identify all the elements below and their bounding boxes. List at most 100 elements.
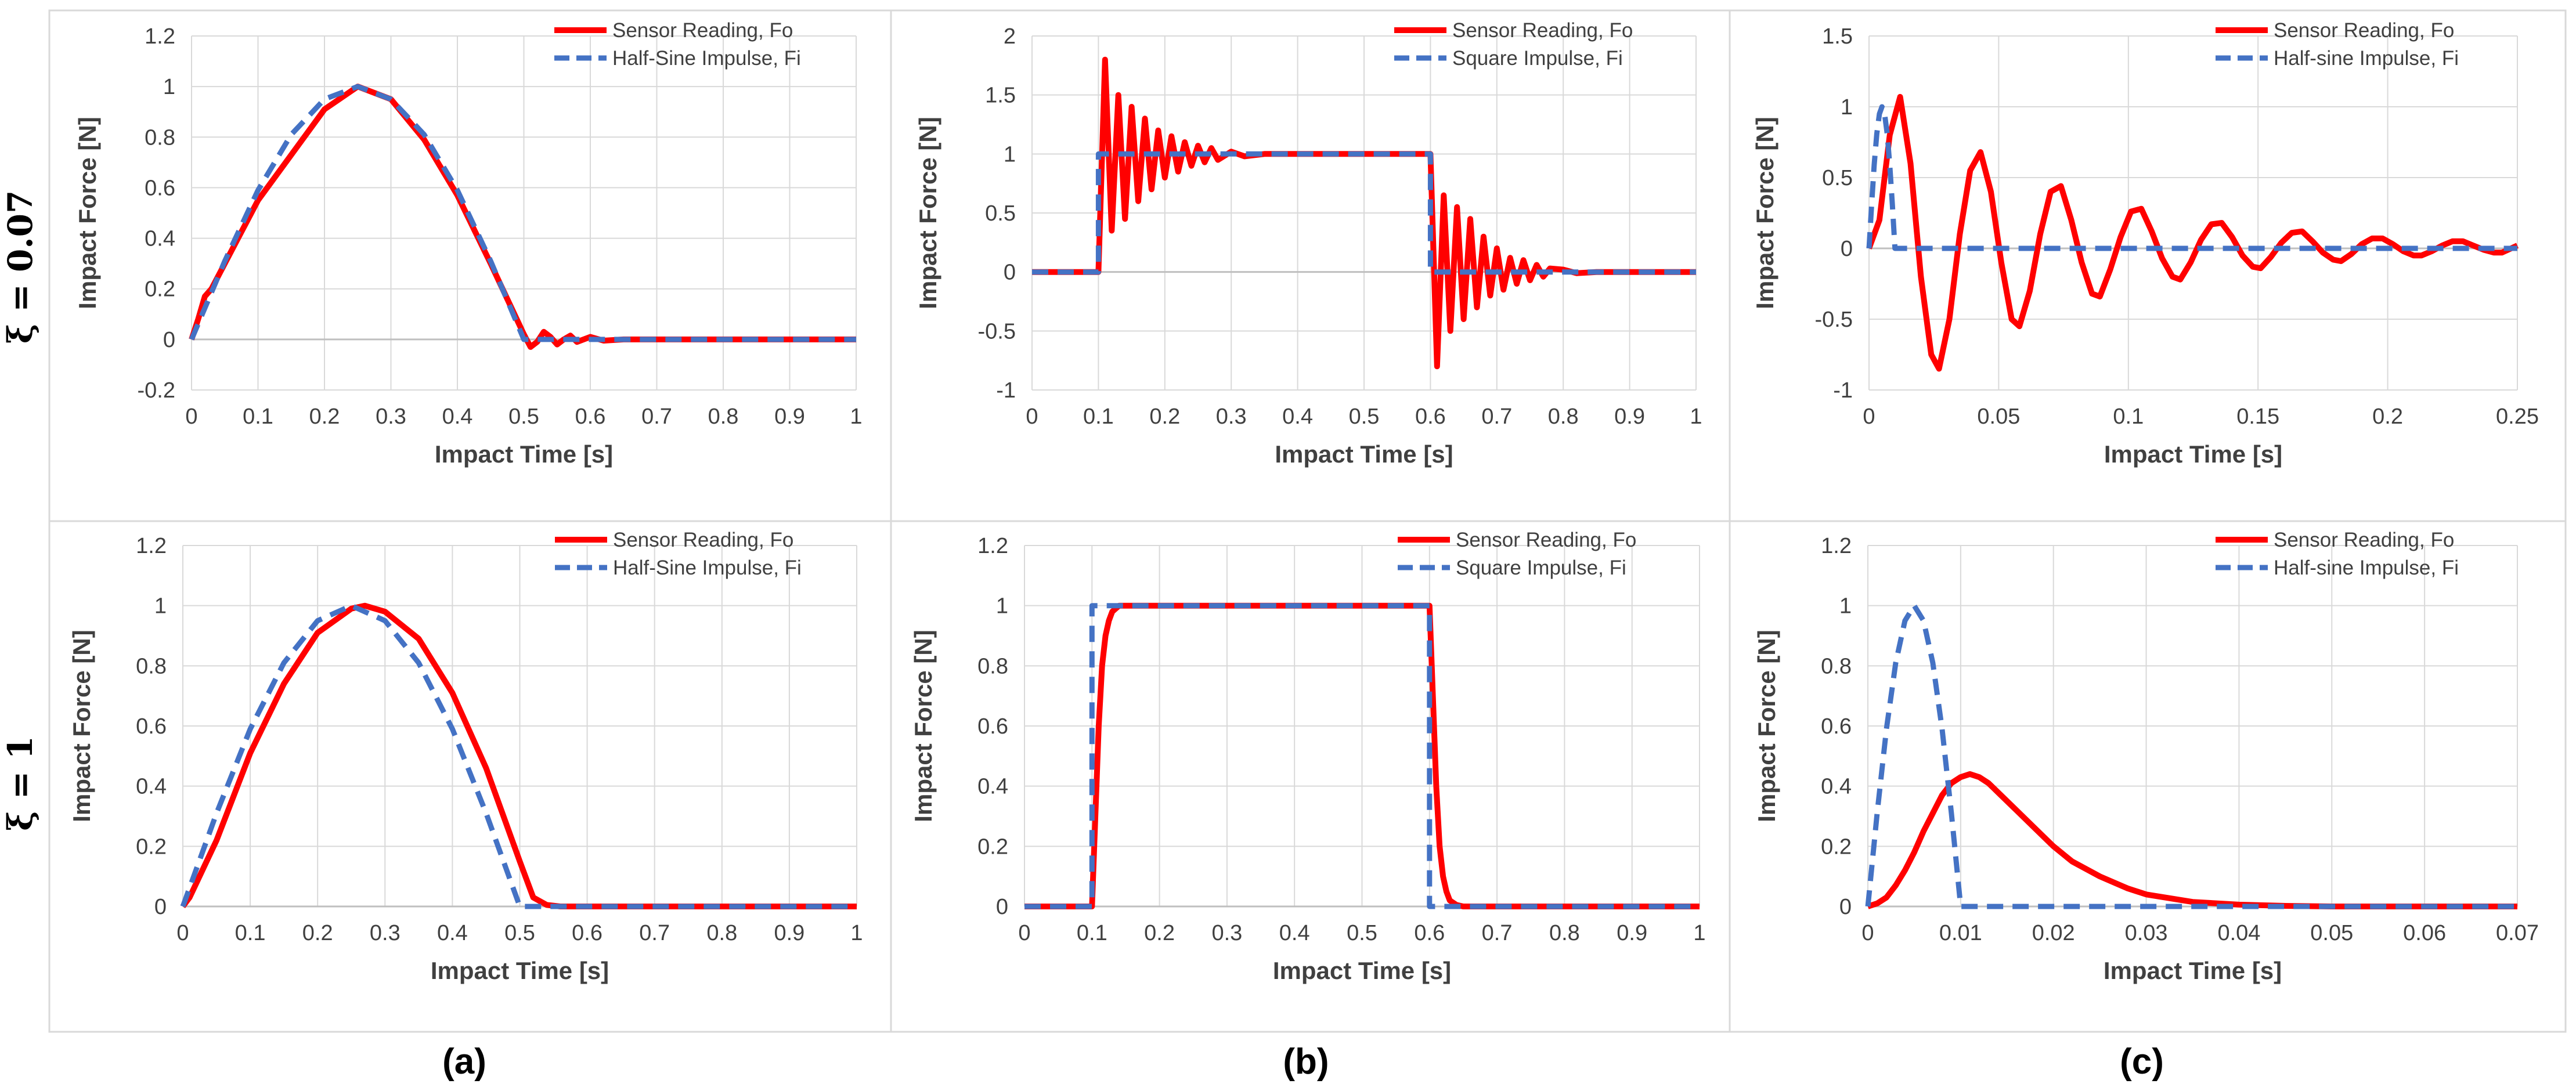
y-tick-label: 1.5 (1822, 24, 1853, 49)
impulse-series-line (1024, 603, 1700, 909)
sensor-series-line (1867, 771, 2517, 909)
legend-label: Sensor Reading, Fo (1456, 529, 1636, 551)
x-tick-label: 0.07 (2496, 921, 2539, 945)
impulse-series-line (1866, 104, 2517, 251)
y-tick-label: 0.4 (1821, 775, 1852, 799)
x-tick-label: 0.6 (1414, 921, 1445, 945)
chart-b2: 0 0.2 0.4 0.6 0.8 1 1.2 0 0.1 0.2 0.3 0.4 0.5 0.6 0.7 0… (890, 520, 1731, 1033)
y-tick-label: 1 (1839, 594, 1852, 619)
x-tick-label: 0.6 (575, 404, 606, 429)
y-tick-label: 1 (154, 594, 167, 619)
x-tick-label: 0.7 (1481, 404, 1512, 429)
x-tick-label: 0 (1861, 921, 1874, 945)
x-tick-label: 0.15 (2236, 404, 2279, 429)
y-tick-label: 1.2 (136, 534, 167, 558)
x-tick-label: 0.9 (774, 921, 804, 945)
x-axis-title: Impact Time [s] (431, 957, 609, 984)
legend-label: Sensor Reading, Fo (613, 529, 793, 551)
x-tick-label: 0.2 (1149, 404, 1180, 429)
y-tick-label: 0.6 (1821, 714, 1852, 739)
x-axis-title: Impact Time [s] (1273, 957, 1451, 984)
y-tick-label: 0.8 (136, 654, 167, 678)
legend-label: Sensor Reading, Fo (2274, 19, 2454, 42)
legend-label: Sensor Reading, Fo (1452, 19, 1633, 42)
x-tick-label: 0 (1026, 404, 1038, 429)
x-tick-label: 0.1 (1077, 921, 1107, 945)
x-tick-label: 0.01 (1939, 921, 1982, 945)
y-tick-label: 0 (1841, 237, 1853, 261)
y-tick-label: 0.4 (977, 775, 1008, 799)
x-tick-label: 1 (850, 404, 862, 429)
y-axis-title: Impact Force [N] (68, 630, 95, 822)
y-tick-label: 1.2 (977, 534, 1008, 558)
x-tick-label: 0.04 (2217, 921, 2260, 945)
y-axis-title: Impact Force [N] (74, 117, 101, 309)
x-tick-label: 0.5 (504, 921, 535, 945)
y-tick-label: 1 (996, 594, 1008, 619)
x-tick-label: 1 (1693, 921, 1705, 945)
legend-label: Half-Sine Impulse, Fi (613, 557, 802, 579)
legend-label: Half-Sine Impulse, Fi (612, 47, 801, 70)
x-tick-label: 0.2 (302, 921, 333, 945)
x-tick-label: 0.7 (639, 921, 670, 945)
x-tick-label: 0 (1018, 921, 1030, 945)
x-tick-label: 0.2 (309, 404, 340, 429)
x-tick-label: 0.5 (1349, 404, 1380, 429)
x-tick-label: 0.1 (235, 921, 266, 945)
x-tick-label: 0.3 (370, 921, 401, 945)
x-tick-label: 0.2 (1144, 921, 1175, 945)
y-tick-label: -1 (1833, 378, 1853, 403)
row-label-damping-007: ξ = 0.07 (1, 190, 40, 344)
x-tick-label: 0.05 (1977, 404, 2020, 429)
y-tick-label: 0 (996, 895, 1008, 919)
y-tick-label: 0.2 (136, 834, 167, 859)
y-tick-label: 0.6 (977, 714, 1008, 739)
x-tick-label: 0.8 (1548, 404, 1579, 429)
chart-c2: 0 0.2 0.4 0.6 0.8 1 1.2 0 0.01 0.02 0.03 0.04 0.05 0.… (1729, 520, 2567, 1033)
panel-label-a: (a) (442, 1042, 486, 1082)
x-tick-label: 0.3 (376, 404, 406, 429)
x-tick-label: 0.9 (1614, 404, 1645, 429)
x-tick-label: 0.06 (2403, 921, 2446, 945)
y-tick-label: 0 (1839, 895, 1852, 919)
row-label-damping-1: ξ = 1 (1, 736, 40, 831)
y-tick-label: 1.5 (985, 84, 1016, 108)
y-tick-label: 0.2 (977, 834, 1008, 859)
panel-border (890, 520, 1731, 1033)
y-tick-label: 0.5 (985, 201, 1016, 226)
y-tick-label: 0.4 (136, 775, 167, 799)
sensor-series-line (180, 602, 857, 909)
y-tick-label: 1.2 (145, 24, 175, 49)
y-tick-label: 0.8 (977, 654, 1008, 678)
panel-label-c: (c) (2120, 1042, 2164, 1082)
x-tick-label: 0 (1863, 404, 1875, 429)
chart-a1: -0.2 0 0.2 0.4 0.6 0.8 1 1.2 0 0.1 0.2 0.3 0.4 0.5 0.6… (48, 9, 892, 522)
y-tick-label: 0 (1004, 261, 1016, 285)
legend-label: Sensor Reading, Fo (2274, 529, 2454, 551)
y-tick-label: 0.6 (136, 714, 167, 739)
impulse-series-line (1865, 603, 2517, 909)
legend-label: Square Impulse, Fi (1456, 557, 1626, 579)
x-tick-label: 0.02 (2032, 921, 2075, 945)
x-tick-label: 0.5 (508, 404, 539, 429)
y-axis-title: Impact Force [N] (1753, 630, 1780, 822)
legend-label: Half-sine Impulse, Fi (2274, 557, 2459, 579)
y-tick-label: 0.8 (145, 125, 175, 150)
y-tick-label: 1.2 (1821, 534, 1852, 558)
x-tick-label: 0.4 (1279, 921, 1310, 945)
x-tick-label: 0.05 (2310, 921, 2353, 945)
x-tick-label: 0.8 (708, 404, 739, 429)
x-tick-label: 0.7 (641, 404, 672, 429)
y-tick-label: 2 (1004, 24, 1016, 49)
y-tick-label: -0.5 (978, 319, 1016, 344)
x-tick-label: 0.8 (706, 921, 737, 945)
y-tick-label: 0.2 (1821, 834, 1852, 859)
x-tick-label: 0.4 (442, 404, 473, 429)
x-tick-label: 0.8 (1549, 921, 1580, 945)
chart-b1: -1 -0.5 0 0.5 1 1.5 2 0 0.1 0.2 0.3 0.4 0.5 0.6 0.7 0.8… (890, 9, 1731, 522)
x-tick-label: 0.6 (572, 921, 602, 945)
panel-label-b: (b) (1283, 1042, 1329, 1082)
y-tick-label: 0.4 (145, 227, 175, 251)
x-tick-label: 0 (176, 921, 189, 945)
